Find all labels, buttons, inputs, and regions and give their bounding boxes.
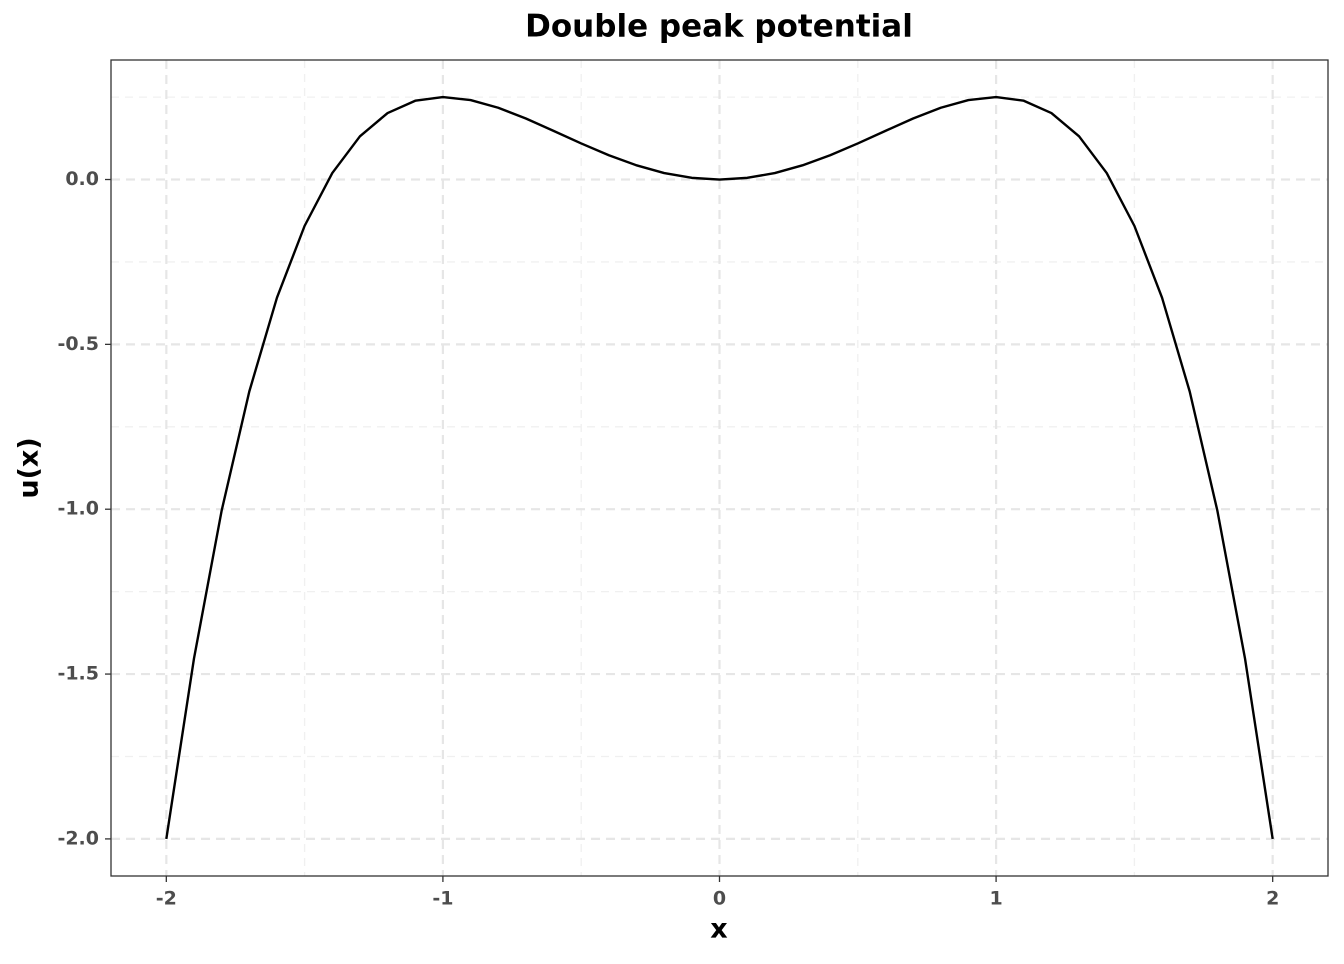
x-tick-label: 1	[989, 888, 1002, 910]
y-tick-label: -1.5	[57, 663, 99, 685]
x-tick-label: -1	[432, 888, 453, 910]
x-tick-label: -2	[156, 888, 177, 910]
chart-title: Double peak potential	[525, 9, 913, 45]
y-tick-label: -0.5	[57, 333, 99, 355]
y-tick-label: -2.0	[57, 827, 99, 849]
y-tick-label: 0.0	[65, 168, 99, 190]
line	[165, 95, 1274, 840]
y-tick-label: -1.0	[57, 498, 99, 520]
x-tick-label: 2	[1266, 888, 1279, 910]
y-axis-label: u(x)	[14, 437, 45, 498]
x-axis-label: x	[710, 914, 727, 945]
x-tick-label: 0	[713, 888, 726, 910]
